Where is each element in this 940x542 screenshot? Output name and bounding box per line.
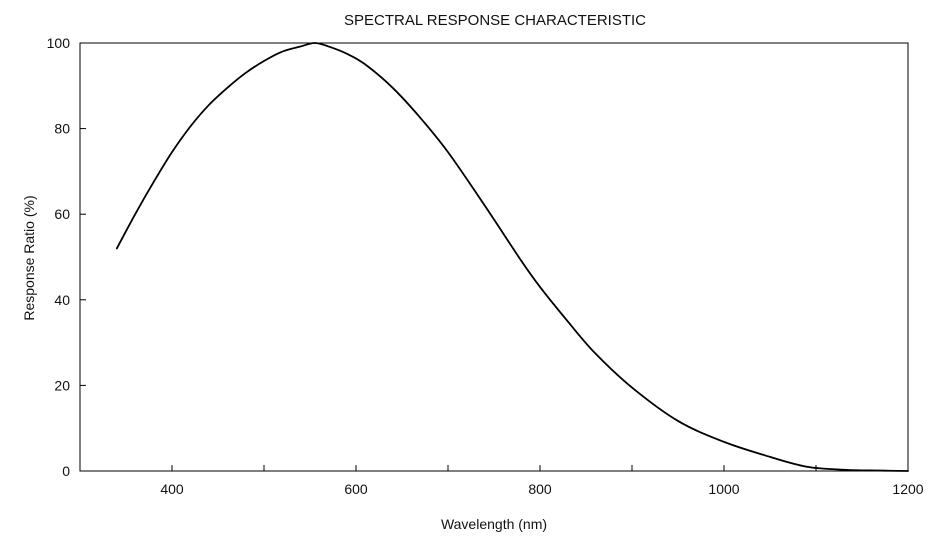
y-tick-label: 80 [54, 121, 70, 137]
plot-frame [79, 42, 909, 472]
y-tick-label: 100 [47, 35, 71, 51]
plot-area [79, 42, 909, 472]
x-axis-label: Wavelength (nm) [441, 516, 547, 532]
chart-title: SPECTRAL RESPONSE CHARACTERISTIC [344, 12, 646, 29]
y-tick-label: 0 [62, 463, 70, 479]
x-tick-label: 800 [528, 481, 552, 497]
x-tick-label: 600 [344, 481, 368, 497]
x-axis-ticks: 400 600 800 1000 1200 [160, 465, 924, 497]
series-layer [115, 42, 909, 472]
y-tick-label: 60 [54, 206, 70, 222]
y-axis-label: Response Ratio (%) [21, 195, 37, 320]
y-axis-ticks: 0 20 40 60 80 100 [47, 35, 86, 479]
x-tick-label: 400 [160, 481, 184, 497]
y-tick-label: 20 [54, 377, 70, 393]
x-tick-label: 1000 [708, 481, 739, 497]
series-line [115, 42, 909, 472]
y-tick-label: 40 [54, 292, 70, 308]
x-tick-label: 1200 [892, 481, 923, 497]
